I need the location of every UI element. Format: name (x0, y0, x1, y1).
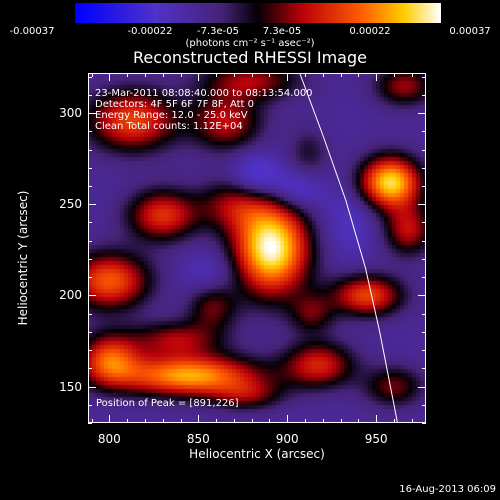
colorbar-units: (photons cm⁻² s⁻¹ asec⁻²) (185, 38, 315, 49)
colorbar-label: 0.00022 (349, 26, 391, 37)
colorbar-label: -7.3e-05 (197, 26, 239, 37)
x-tick-label: 950 (364, 432, 388, 446)
chart-title: Reconstructed RHESSI Image (133, 48, 367, 67)
x-tick-label: 850 (186, 432, 210, 446)
y-axis-label: Heliocentric Y (arcsec) (16, 190, 30, 326)
axis-ticks (88, 73, 426, 424)
x-tick-label: 800 (97, 432, 121, 446)
colorbar-label: 7.3e-05 (262, 26, 302, 37)
heatmap-image (88, 73, 426, 423)
info-line-counts: Clean Total counts: 1.12E+04 (95, 121, 243, 132)
x-axis-label: Heliocentric X (arcsec) (189, 447, 325, 461)
y-tick-label: 250 (59, 197, 82, 212)
x-tick-label: 900 (275, 432, 299, 446)
peak-position-text: Position of Peak = [891,226] (96, 398, 239, 409)
colorbar-label: 0.00037 (449, 26, 491, 37)
y-tick-label: 150 (59, 379, 82, 394)
colorbar-label: -0.00037 (9, 26, 55, 37)
info-line-time: 23-Mar-2011 08:08:40.000 to 08:13:54.000 (95, 88, 313, 99)
colorbar (75, 3, 441, 23)
timestamp: 16-Aug-2013 06:09 (399, 484, 496, 495)
info-line-detectors: Detectors: 4F 5F 6F 7F 8F, Att 0 (95, 99, 255, 110)
solar-limb-line (299, 72, 398, 424)
colorbar-label: -0.00022 (127, 26, 173, 37)
y-tick-label: 200 (59, 288, 82, 303)
plot-frame (88, 73, 426, 423)
info-line-energy: Energy Range: 12.0 - 25.0 keV (95, 110, 248, 121)
y-tick-label: 300 (59, 106, 82, 121)
